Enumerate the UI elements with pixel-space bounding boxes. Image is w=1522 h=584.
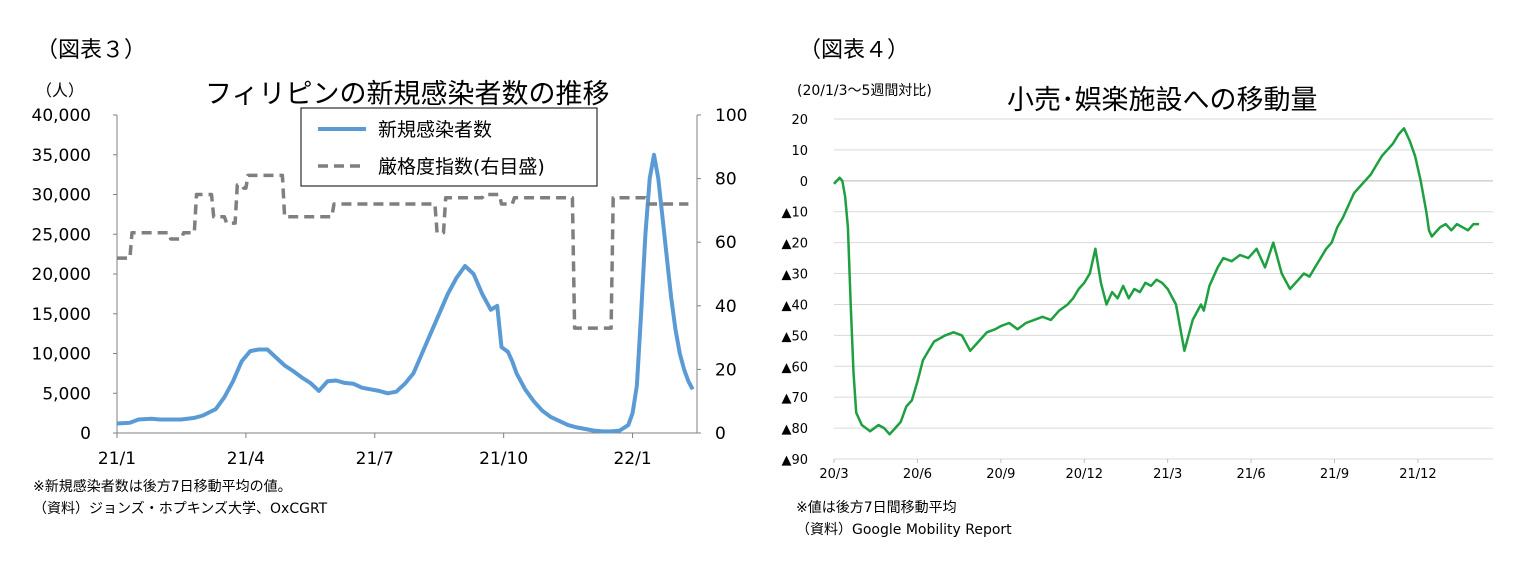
fig3-source: （資料）ジョンズ・ホプキンズ大学、OxCGRT — [33, 501, 328, 517]
y-right-tick-label: 80 — [715, 170, 737, 190]
legend-label-stringency: 厳格度指数(右目盛) — [378, 156, 545, 178]
y-left-tick-label: 30,000 — [32, 186, 91, 206]
x-tick-label: 21/7 — [356, 449, 394, 469]
y-tick-label: ▲40 — [781, 298, 808, 313]
y-right-tick-label: 60 — [715, 233, 737, 253]
legend-label-cases: 新規感染者数 — [378, 119, 492, 141]
y-left-tick-label: 25,000 — [32, 225, 91, 245]
y-left-tick-label: 20,000 — [32, 265, 91, 285]
x-tick-label: 20/6 — [903, 467, 932, 482]
y-tick-label: ▲60 — [781, 360, 808, 375]
x-tick-label: 22/1 — [613, 449, 651, 469]
y-left-tick-label: 35,000 — [32, 146, 91, 166]
y-tick-label: 0 — [800, 175, 808, 190]
y-left-tick-label: 5,000 — [42, 384, 91, 404]
y-tick-label: 20 — [791, 113, 808, 128]
fig3-note: ※新規感染者数は後方7日移動平均の値。 — [33, 479, 292, 495]
fig4-note: ※値は後方7日間移動平均 — [796, 500, 957, 516]
y-tick-label: 10 — [791, 144, 808, 159]
x-tick-label: 21/12 — [1399, 467, 1436, 482]
y-left-tick-label: 40,000 — [32, 106, 91, 126]
x-tick-label: 21/10 — [479, 449, 528, 469]
legend-box — [300, 107, 598, 187]
y-right-tick-label: 40 — [715, 297, 737, 317]
y-left-tick-label: 0 — [80, 424, 91, 444]
y-tick-label: ▲30 — [781, 268, 808, 283]
y-tick-label: ▲50 — [781, 329, 808, 344]
x-tick-label: 21/6 — [1236, 467, 1265, 482]
x-tick-label: 21/3 — [1153, 467, 1182, 482]
fig3-chart: 0 5,000 10,000 15,000 20,000 25,000 30,000 35,0… — [32, 106, 748, 469]
stringency-series-line — [117, 173, 689, 330]
fig3-title: フィリピンの新規感染者数の推移 — [205, 79, 610, 110]
y-tick-label: ▲10 — [781, 206, 808, 221]
y-tick-label: ▲20 — [781, 237, 808, 252]
fig3-label: （図表３） — [36, 38, 147, 63]
x-tick-label: 21/4 — [227, 449, 265, 469]
y-tick-label: ▲90 — [781, 453, 808, 468]
y-right-tick-label: 20 — [715, 360, 737, 380]
y-tick-label: ▲80 — [781, 422, 808, 437]
fig4-title: 小売･娯楽施設への移動量 — [1007, 85, 1318, 116]
fig4-source: （資料）Google Mobility Report — [796, 522, 1012, 538]
cases-series-line — [116, 152, 695, 434]
y-right-tick-label: 0 — [715, 424, 726, 444]
x-tick-label: 21/1 — [98, 449, 136, 469]
y-left-tick-label: 15,000 — [32, 305, 91, 325]
y-right-tick-label: 100 — [715, 106, 747, 126]
mobility-series-line — [833, 127, 1480, 436]
x-tick-label: 20/3 — [819, 467, 848, 482]
y-tick-label: ▲70 — [781, 391, 808, 406]
x-tick-label: 21/9 — [1320, 467, 1349, 482]
y-left-tick-label: 10,000 — [32, 345, 91, 365]
fig4-label: （図表４） — [799, 38, 910, 63]
x-tick-label: 20/9 — [986, 467, 1015, 482]
x-tick-label: 20/12 — [1066, 467, 1103, 482]
fig3-unit-label: （人） — [36, 81, 85, 100]
fig4-chart: 20 10 0 ▲10 ▲20 ▲30 ▲40 ▲50 ▲60 ▲70 ▲80 ▲90 20/3 20/6… — [781, 113, 1493, 482]
fig4-unit-label: (20/1/3～5週間対比) — [797, 83, 932, 99]
